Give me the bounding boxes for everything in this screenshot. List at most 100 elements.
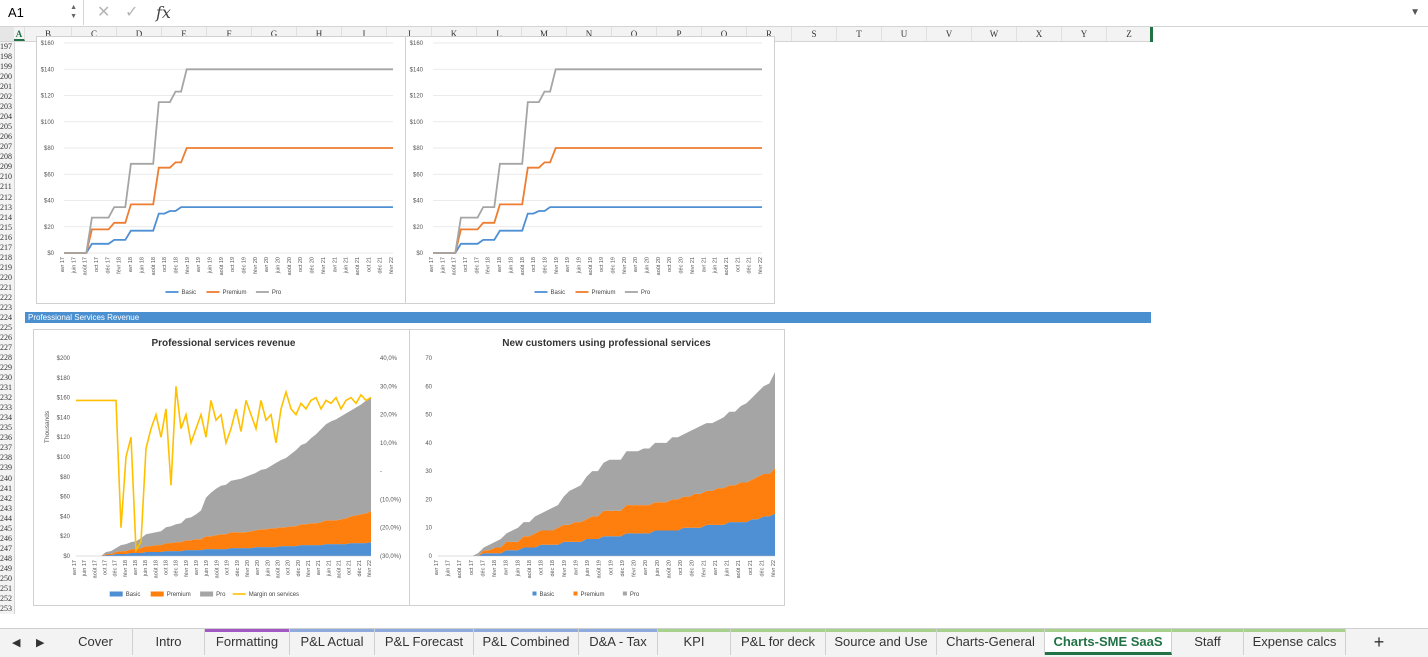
row-header-212[interactable]: 212 xyxy=(0,192,12,202)
sheet-tab-cover[interactable]: Cover xyxy=(59,629,133,655)
column-header-a[interactable]: A xyxy=(14,27,25,41)
row-header-242[interactable]: 242 xyxy=(0,493,12,503)
sheet-tab-source-and-use[interactable]: Source and Use xyxy=(826,629,937,655)
row-header-246[interactable]: 246 xyxy=(0,533,12,543)
row-header-210[interactable]: 210 xyxy=(0,172,12,182)
column-header-v[interactable]: V xyxy=(927,27,972,41)
row-header-219[interactable]: 219 xyxy=(0,262,12,272)
row-header-198[interactable]: 198 xyxy=(0,52,12,62)
row-header-217[interactable]: 217 xyxy=(0,242,12,252)
cancel-icon[interactable]: ✕ xyxy=(97,4,111,21)
row-header-231[interactable]: 231 xyxy=(0,383,12,393)
row-header-208[interactable]: 208 xyxy=(0,152,12,162)
row-header-238[interactable]: 238 xyxy=(0,453,12,463)
confirm-icon[interactable]: ✓ xyxy=(125,4,139,21)
column-header-l[interactable]: L xyxy=(477,27,522,41)
sheet-tab-p-l-combined[interactable]: P&L Combined xyxy=(474,629,579,655)
sheet-tab-charts-sme-saas[interactable]: Charts-SME SaaS xyxy=(1045,629,1172,655)
row-header-236[interactable]: 236 xyxy=(0,433,12,443)
select-all-corner[interactable] xyxy=(0,27,14,41)
column-header-i[interactable]: I xyxy=(342,27,387,41)
row-header-227[interactable]: 227 xyxy=(0,343,12,353)
sheet-tab-p-l-actual[interactable]: P&L Actual xyxy=(290,629,375,655)
row-header-230[interactable]: 230 xyxy=(0,373,12,383)
row-header-209[interactable]: 209 xyxy=(0,162,12,172)
function-icon[interactable]: fx xyxy=(156,3,171,22)
chart-top-left[interactable]: $0 $20 $40 $60 $80 $100 $120 $140 $160 avr 17 juin… xyxy=(36,36,406,304)
row-header-213[interactable]: 213 xyxy=(0,202,12,212)
row-header-223[interactable]: 223 xyxy=(0,302,12,312)
column-header-u[interactable]: U xyxy=(882,27,927,41)
column-header-r[interactable]: R xyxy=(747,27,792,41)
name-box-spin-icon[interactable]: ▲ ▼ xyxy=(70,4,77,20)
row-header-199[interactable]: 199 xyxy=(0,62,12,72)
next-sheet-icon[interactable]: ▶ xyxy=(36,637,45,649)
row-header-252[interactable]: 252 xyxy=(0,593,12,603)
row-header-244[interactable]: 244 xyxy=(0,513,12,523)
sheet-tab-charts-general[interactable]: Charts-General xyxy=(937,629,1045,655)
row-header-204[interactable]: 204 xyxy=(0,112,12,122)
column-header-t[interactable]: T xyxy=(837,27,882,41)
column-header-d[interactable]: D xyxy=(117,27,162,41)
column-header-n[interactable]: N xyxy=(567,27,612,41)
row-header-241[interactable]: 241 xyxy=(0,483,12,493)
sheet-tab-intro[interactable]: Intro xyxy=(133,629,205,655)
formula-expand-icon[interactable]: ▼ xyxy=(1410,7,1420,18)
row-header-225[interactable]: 225 xyxy=(0,322,12,332)
row-header-243[interactable]: 243 xyxy=(0,503,12,513)
column-header-g[interactable]: G xyxy=(252,27,297,41)
column-header-j[interactable]: J xyxy=(387,27,432,41)
row-header-205[interactable]: 205 xyxy=(0,122,12,132)
row-header-249[interactable]: 249 xyxy=(0,563,12,573)
column-header-c[interactable]: C xyxy=(72,27,117,41)
sheet-tab-expense-calcs[interactable]: Expense calcs xyxy=(1244,629,1346,655)
column-header-x[interactable]: X xyxy=(1017,27,1062,41)
column-header-p[interactable]: P xyxy=(657,27,702,41)
column-header-m[interactable]: M xyxy=(522,27,567,41)
name-box[interactable]: A1 ▲ ▼ xyxy=(0,0,84,25)
row-header-203[interactable]: 203 xyxy=(0,102,12,112)
row-header-233[interactable]: 233 xyxy=(0,403,12,413)
row-header-211[interactable]: 211 xyxy=(0,182,12,192)
chart-top-right[interactable]: $0 $20 $40 $60 $80 $100 $120 $140 $160 avr 17 juin… xyxy=(405,36,775,304)
column-header-s[interactable]: S xyxy=(792,27,837,41)
row-header-215[interactable]: 215 xyxy=(0,222,12,232)
row-header-207[interactable]: 207 xyxy=(0,142,12,152)
row-header-235[interactable]: 235 xyxy=(0,423,12,433)
row-header-251[interactable]: 251 xyxy=(0,583,12,593)
row-header-222[interactable]: 222 xyxy=(0,292,12,302)
row-header-232[interactable]: 232 xyxy=(0,393,12,403)
row-header-245[interactable]: 245 xyxy=(0,523,12,533)
add-sheet-button[interactable]: + xyxy=(1373,632,1385,652)
row-header-250[interactable]: 250 xyxy=(0,573,12,583)
row-header-218[interactable]: 218 xyxy=(0,252,12,262)
column-header-w[interactable]: W xyxy=(972,27,1017,41)
sheet-tab-p-l-for-deck[interactable]: P&L for deck xyxy=(731,629,826,655)
row-header-216[interactable]: 216 xyxy=(0,232,12,242)
column-header-q[interactable]: Q xyxy=(702,27,747,41)
sheet-tab-p-l-forecast[interactable]: P&L Forecast xyxy=(375,629,474,655)
chart-new-customers[interactable]: New customers using professional service… xyxy=(409,329,785,606)
row-header-200[interactable]: 200 xyxy=(0,72,12,82)
column-header-h[interactable]: H xyxy=(297,27,342,41)
row-header-247[interactable]: 247 xyxy=(0,543,12,553)
row-header-206[interactable]: 206 xyxy=(0,132,12,142)
row-header-202[interactable]: 202 xyxy=(0,92,12,102)
column-header-f[interactable]: F xyxy=(207,27,252,41)
column-header-e[interactable]: E xyxy=(162,27,207,41)
row-header-197[interactable]: 197 xyxy=(0,42,12,51)
column-header-z[interactable]: Z xyxy=(1107,27,1152,41)
row-header-240[interactable]: 240 xyxy=(0,473,12,483)
row-header-221[interactable]: 221 xyxy=(0,282,12,292)
chart-prof-services-revenue[interactable]: Professional services revenue $0 $20 $40 $60… xyxy=(33,329,410,606)
column-header-y[interactable]: Y xyxy=(1062,27,1107,41)
sheet-tab-d-a-tax[interactable]: D&A - Tax xyxy=(579,629,658,655)
row-header-226[interactable]: 226 xyxy=(0,333,12,343)
row-header-228[interactable]: 228 xyxy=(0,353,12,363)
row-header-224[interactable]: 224 xyxy=(0,312,12,322)
column-header-b[interactable]: B xyxy=(25,27,72,41)
sheet-tab-formatting[interactable]: Formatting xyxy=(205,629,290,655)
prev-sheet-icon[interactable]: ◀ xyxy=(12,637,21,649)
column-header-k[interactable]: K xyxy=(432,27,477,41)
row-header-237[interactable]: 237 xyxy=(0,443,12,453)
